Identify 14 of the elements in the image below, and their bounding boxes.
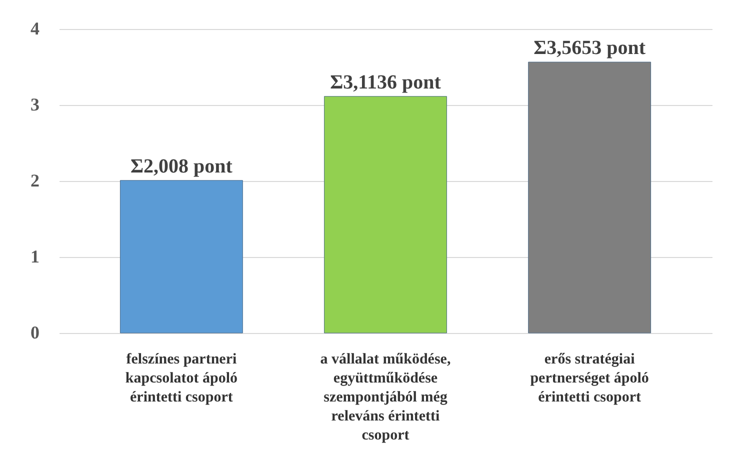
bar <box>120 180 243 334</box>
y-tick-label: 2 <box>30 170 40 190</box>
y-tick-label: 0 <box>30 322 40 342</box>
y-tick-label: 4 <box>30 18 40 38</box>
y-tick-label: 1 <box>30 246 40 266</box>
data-label: Σ3,1136 pont <box>330 71 442 94</box>
data-label: Σ2,008 pont <box>130 155 233 178</box>
x-tick-label: a vállalat működése, együttműködése szempontjából még releváns érintetti csoport <box>320 352 451 444</box>
bar <box>324 96 447 334</box>
y-tick-label: 3 <box>30 94 40 114</box>
x-tick-label: erős stratégiai pertnerséget ápoló érintetti csoport <box>530 352 649 406</box>
x-tick-label: felszínes partneri kapcsolatot ápoló érintetti csoport <box>125 352 238 406</box>
data-label: Σ3,5653 pont <box>534 37 646 60</box>
bar <box>528 62 652 334</box>
